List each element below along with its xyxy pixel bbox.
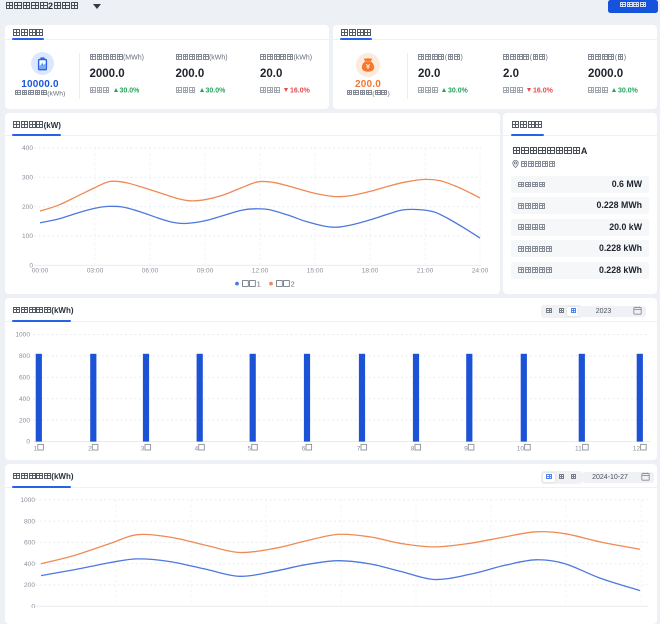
svg-text:6: 6 bbox=[302, 445, 306, 452]
svg-text:600: 600 bbox=[24, 540, 35, 547]
svg-text:11: 11 bbox=[575, 445, 582, 452]
svg-text:800: 800 bbox=[19, 353, 30, 360]
svg-text:100: 100 bbox=[22, 233, 33, 240]
svg-text:400: 400 bbox=[22, 145, 33, 152]
svg-text:09:00: 09:00 bbox=[197, 267, 214, 274]
svg-text:0: 0 bbox=[29, 263, 33, 270]
svg-text:200: 200 bbox=[22, 204, 33, 211]
svg-text:5: 5 bbox=[247, 445, 251, 452]
svg-text:400: 400 bbox=[19, 396, 30, 403]
svg-text:1: 1 bbox=[34, 445, 38, 452]
svg-text:200: 200 bbox=[19, 417, 30, 424]
svg-text:21:00: 21:00 bbox=[417, 267, 434, 274]
svg-text:1: 1 bbox=[257, 282, 261, 289]
svg-text:1000: 1000 bbox=[20, 497, 35, 504]
svg-text:06:00: 06:00 bbox=[142, 267, 159, 274]
svg-text:200: 200 bbox=[24, 582, 35, 589]
svg-text:3: 3 bbox=[141, 445, 145, 452]
svg-text:10: 10 bbox=[517, 445, 525, 452]
svg-text:600: 600 bbox=[19, 375, 30, 382]
svg-text:0: 0 bbox=[31, 604, 35, 609]
svg-text:7: 7 bbox=[357, 445, 361, 452]
svg-text:0: 0 bbox=[26, 439, 30, 446]
svg-text:00:00: 00:00 bbox=[32, 267, 49, 274]
svg-text:8: 8 bbox=[411, 445, 415, 452]
svg-text:03:00: 03:00 bbox=[87, 267, 104, 274]
svg-text:9: 9 bbox=[464, 445, 468, 452]
svg-text:12:00: 12:00 bbox=[252, 267, 269, 274]
svg-text:24:00: 24:00 bbox=[472, 267, 489, 274]
svg-text:300: 300 bbox=[22, 175, 33, 182]
svg-text:800: 800 bbox=[24, 518, 35, 525]
svg-text:400: 400 bbox=[24, 561, 35, 568]
svg-text:1000: 1000 bbox=[15, 332, 30, 339]
svg-text:4: 4 bbox=[194, 445, 198, 452]
svg-text:18:00: 18:00 bbox=[362, 267, 379, 274]
svg-text:12: 12 bbox=[633, 445, 641, 452]
svg-text:2: 2 bbox=[291, 282, 295, 289]
svg-text:2: 2 bbox=[88, 445, 92, 452]
svg-text:15:00: 15:00 bbox=[307, 267, 324, 274]
